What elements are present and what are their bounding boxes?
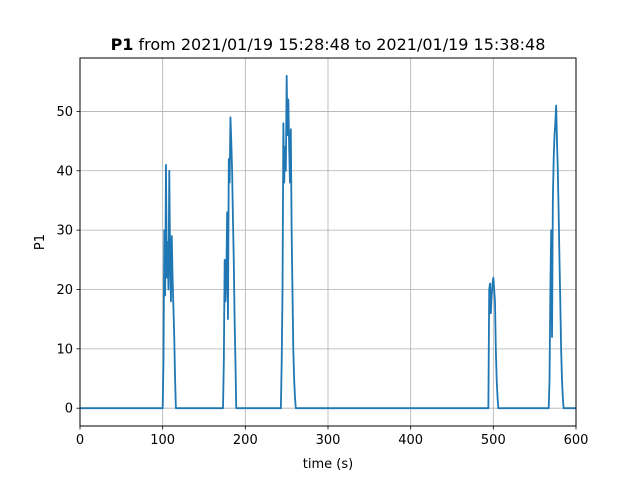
y-axis-label: P1 — [33, 234, 48, 250]
y-axis-ticks: 0 10 20 30 40 50 — [56, 105, 80, 417]
y-tick-label: 50 — [56, 105, 73, 120]
y-tick-label: 0 — [65, 402, 73, 417]
x-tick-label: 300 — [316, 433, 341, 448]
chart-title-bold: P1 — [111, 35, 134, 54]
plot-series — [80, 74, 576, 410]
x-tick-label: 200 — [233, 433, 258, 448]
y-tick-label: 40 — [56, 164, 73, 179]
y-tick-label: 30 — [56, 224, 73, 239]
chart-title-rest: from 2021/01/19 15:28:48 to 2021/01/19 1… — [133, 35, 545, 54]
x-tick-label: 400 — [398, 433, 423, 448]
chart-title: P1 from 2021/01/19 15:28:48 to 2021/01/1… — [111, 35, 546, 54]
x-axis-label: time (s) — [303, 457, 353, 472]
series-line — [80, 74, 576, 410]
x-tick-label: 100 — [150, 433, 175, 448]
x-tick-label: 600 — [564, 433, 589, 448]
y-tick-label: 20 — [56, 283, 73, 298]
x-axis-ticks: 0 100 200 300 400 500 600 — [76, 426, 589, 448]
x-tick-label: 500 — [481, 433, 506, 448]
y-tick-label: 10 — [56, 342, 73, 357]
grid-lines — [79, 58, 577, 426]
x-tick-label: 0 — [76, 433, 84, 448]
